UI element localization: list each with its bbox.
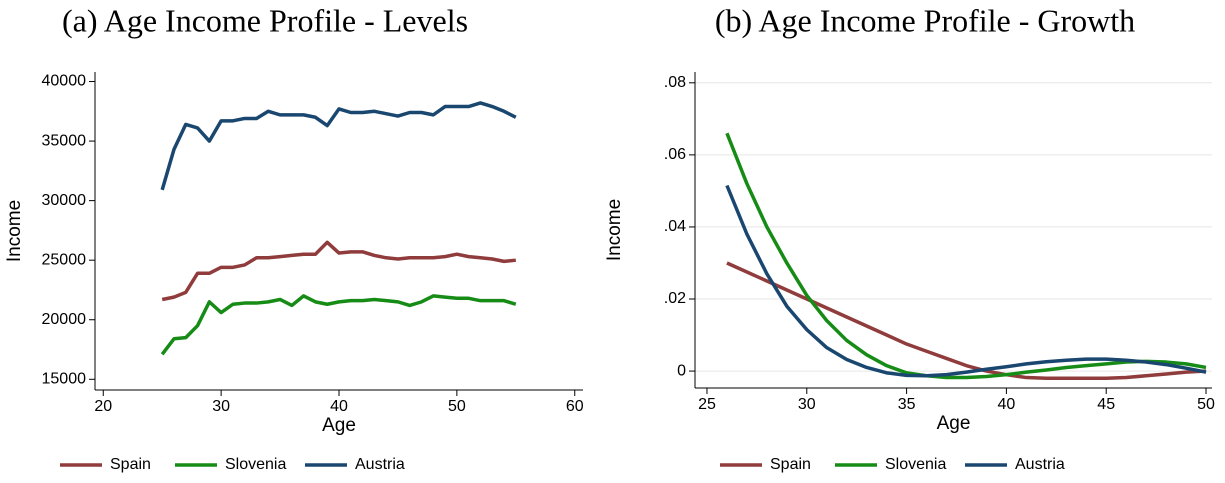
line-series — [161, 240, 516, 302]
y-tick-label: 30000 — [42, 192, 87, 209]
y-tick-label: 35000 — [42, 132, 87, 149]
legend-label: Austria — [355, 456, 405, 473]
y-axis-title: Income — [604, 199, 625, 261]
y-tick-label: .04 — [664, 218, 686, 235]
x-tick-label: 40 — [997, 396, 1015, 413]
x-tick-label: 40 — [330, 398, 348, 415]
legend-label: Spain — [110, 456, 151, 473]
x-axis-title: Age — [937, 413, 971, 434]
y-tick-label: 40000 — [42, 73, 87, 90]
legend-label: Slovenia — [885, 456, 946, 473]
x-tick-label: 45 — [1097, 396, 1115, 413]
y-tick-label: 25000 — [42, 251, 87, 268]
y-tick-label: 20000 — [42, 311, 87, 328]
x-tick-label: 50 — [1197, 396, 1215, 413]
x-tick-label: 20 — [94, 398, 112, 415]
y-tick-label: .08 — [664, 74, 686, 91]
y-tick-label: 0 — [677, 362, 686, 379]
legend-label: Slovenia — [225, 456, 286, 473]
x-tick-label: 50 — [448, 398, 466, 415]
line-series — [726, 261, 1207, 381]
legend-label: Spain — [770, 456, 811, 473]
line-series — [160, 101, 517, 191]
y-axis-title: Income — [4, 200, 25, 262]
line-series — [725, 184, 1207, 378]
x-tick-label: 60 — [566, 398, 584, 415]
y-tick-label: .06 — [664, 146, 686, 163]
line-series — [725, 132, 1207, 380]
line-series — [160, 294, 517, 356]
chart-title: (a) Age Income Profile - Levels — [62, 2, 468, 38]
y-tick-label: 15000 — [42, 370, 87, 387]
x-axis-title: Age — [322, 415, 356, 436]
y-tick-label: .02 — [664, 290, 686, 307]
x-tick-label: 25 — [698, 396, 716, 413]
x-tick-label: 35 — [898, 396, 916, 413]
x-tick-label: 30 — [212, 398, 230, 415]
legend-label: Austria — [1015, 456, 1065, 473]
chart-title: (b) Age Income Profile - Growth — [715, 2, 1135, 38]
x-tick-label: 30 — [798, 396, 816, 413]
